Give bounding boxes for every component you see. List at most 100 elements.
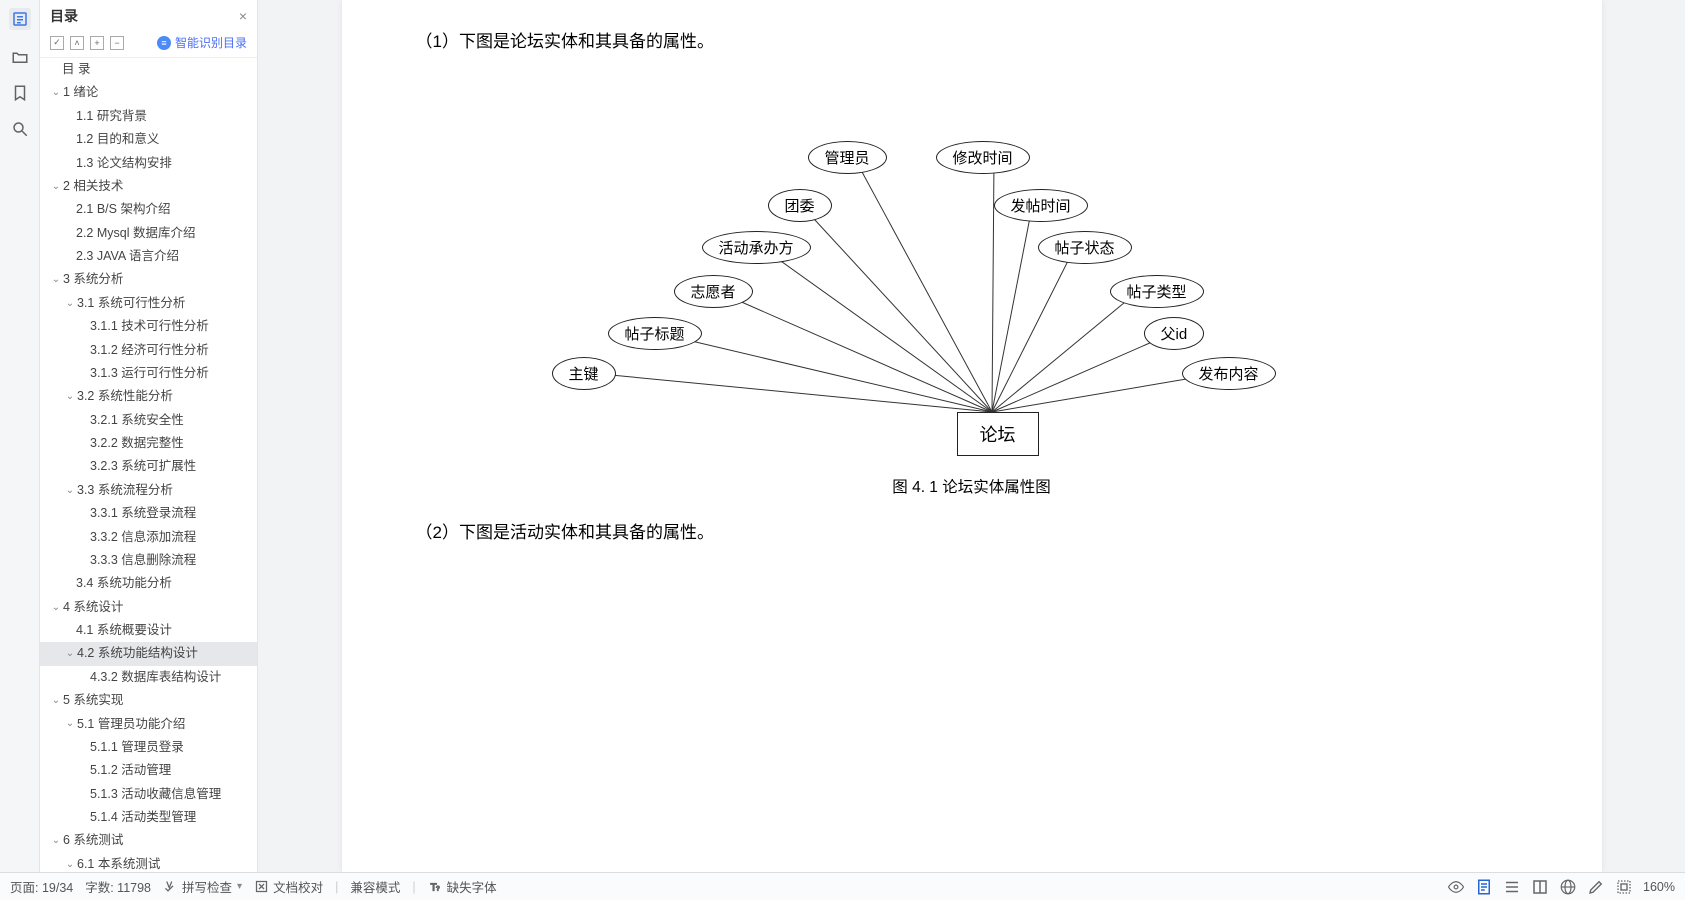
attribute-node: 发布内容 xyxy=(1182,357,1276,390)
toc-item-label: 5.1.4 活动类型管理 xyxy=(90,808,196,827)
toc-item-label: 3.2.1 系统安全性 xyxy=(90,411,184,430)
toc-item[interactable]: ⌄6.1 本系统测试 xyxy=(40,853,257,872)
chevron-down-icon[interactable]: ⌄ xyxy=(64,716,76,732)
smart-toc-button[interactable]: ≡ 智能识别目录 xyxy=(157,34,247,51)
chevron-down-icon[interactable]: ⌄ xyxy=(50,833,62,849)
collapse-up-icon[interactable]: ˄ xyxy=(70,36,84,50)
toc-item[interactable]: 4.1 系统概要设计 xyxy=(40,619,257,642)
toc-item[interactable]: 3.3.3 信息删除流程 xyxy=(40,549,257,572)
toc-item[interactable]: 3.1.2 经济可行性分析 xyxy=(40,339,257,362)
toc-item[interactable]: 3.2.1 系统安全性 xyxy=(40,409,257,432)
close-icon[interactable]: × xyxy=(239,8,247,24)
toc-item[interactable]: 目 录 xyxy=(40,58,257,81)
chevron-down-icon[interactable]: ⌄ xyxy=(64,857,76,872)
toc-item-label: 1.3 论文结构安排 xyxy=(76,154,172,173)
toc-item-label: 4.2 系统功能结构设计 xyxy=(77,644,198,663)
toc-item[interactable]: ⌄3 系统分析 xyxy=(40,268,257,291)
toc-item-label: 5.1.2 活动管理 xyxy=(90,761,171,780)
chevron-down-icon[interactable]: ⌄ xyxy=(50,693,62,709)
toc-item[interactable]: 3.2.2 数据完整性 xyxy=(40,432,257,455)
toc-item[interactable]: 1.2 目的和意义 xyxy=(40,128,257,151)
toc-item[interactable]: 3.1.3 运行可行性分析 xyxy=(40,362,257,385)
chevron-down-icon[interactable]: ⌄ xyxy=(50,85,62,101)
attribute-node: 帖子标题 xyxy=(608,317,702,350)
toc-item[interactable]: 5.1.3 活动收藏信息管理 xyxy=(40,783,257,806)
doc-compare-button[interactable]: 文档校对 xyxy=(254,877,323,896)
toc-item-label: 目 录 xyxy=(62,60,90,79)
fit-width-icon[interactable] xyxy=(1615,878,1633,896)
reading-view-icon[interactable] xyxy=(1531,878,1549,896)
toc-item[interactable]: 2.3 JAVA 语言介绍 xyxy=(40,245,257,268)
toc-item-label: 6 系统测试 xyxy=(63,831,123,850)
eye-icon[interactable] xyxy=(1447,878,1465,896)
toc-title: 目录 xyxy=(50,6,239,26)
collapse-minus-icon[interactable]: − xyxy=(110,36,124,50)
document-viewport[interactable]: （1）下图是论坛实体和其具备的属性。 主键帖子标题志愿者活动承办方团委管理员修改… xyxy=(258,0,1685,872)
toc-item[interactable]: 3.1.1 技术可行性分析 xyxy=(40,315,257,338)
chevron-down-icon[interactable]: ⌄ xyxy=(64,389,76,405)
expand-plus-icon[interactable]: + xyxy=(90,36,104,50)
toc-item[interactable]: 3.2.3 系统可扩展性 xyxy=(40,455,257,478)
doc-compare-label: 文档校对 xyxy=(273,877,323,896)
toc-item-label: 5 系统实现 xyxy=(63,691,123,710)
status-bar: 页面: 19/34 字数: 11798 拼写检查 ▾ 文档校对 | 兼容模式 |… xyxy=(0,872,1685,900)
toc-item-label: 3.3.1 系统登录流程 xyxy=(90,504,196,523)
compat-mode-label[interactable]: 兼容模式 xyxy=(350,877,400,896)
page-view-icon[interactable] xyxy=(1475,878,1493,896)
spellcheck-label: 拼写检查 xyxy=(182,877,232,896)
page-indicator[interactable]: 页面: 19/34 xyxy=(10,877,73,896)
toc-item[interactable]: ⌄4 系统设计 xyxy=(40,596,257,619)
toc-item[interactable]: 5.1.2 活动管理 xyxy=(40,759,257,782)
missing-font-label: 缺失字体 xyxy=(447,877,497,896)
attribute-node: 父id xyxy=(1144,317,1205,350)
toc-item[interactable]: 3.4 系统功能分析 xyxy=(40,572,257,595)
toc-item[interactable]: ⌄5.1 管理员功能介绍 xyxy=(40,713,257,736)
toc-item[interactable]: 3.3.1 系统登录流程 xyxy=(40,502,257,525)
toc-item[interactable]: ⌄5 系统实现 xyxy=(40,689,257,712)
figure-caption: 图 4. 1 论坛实体属性图 xyxy=(382,475,1562,497)
word-count[interactable]: 字数: 11798 xyxy=(85,877,151,896)
toc-item[interactable]: 1.3 论文结构安排 xyxy=(40,152,257,175)
chevron-down-icon[interactable]: ⌄ xyxy=(50,600,62,616)
toc-item[interactable]: ⌄3.1 系统可行性分析 xyxy=(40,292,257,315)
toc-item[interactable]: ⌄4.2 系统功能结构设计 xyxy=(40,642,257,665)
toc-item[interactable]: 2.2 Mysql 数据库介绍 xyxy=(40,222,257,245)
toc-item[interactable]: 3.3.2 信息添加流程 xyxy=(40,526,257,549)
draft-view-icon[interactable] xyxy=(1587,878,1605,896)
spellcheck-button[interactable]: 拼写检查 ▾ xyxy=(163,877,242,896)
chevron-down-icon[interactable]: ⌄ xyxy=(64,296,76,312)
check-box-icon[interactable]: ✓ xyxy=(50,36,64,50)
toc-item-label: 3.1.3 运行可行性分析 xyxy=(90,364,209,383)
toc-rail-icon[interactable] xyxy=(9,8,31,30)
outline-view-icon[interactable] xyxy=(1503,878,1521,896)
toc-item[interactable]: 1.1 研究背景 xyxy=(40,105,257,128)
chevron-down-icon[interactable]: ⌄ xyxy=(50,272,62,288)
web-view-icon[interactable] xyxy=(1559,878,1577,896)
toc-item[interactable]: 5.1.1 管理员登录 xyxy=(40,736,257,759)
main-area: 目录 × ✓ ˄ + − ≡ 智能识别目录 目 录⌄1 绪论1.1 研究背景1.… xyxy=(0,0,1685,872)
missing-font-button[interactable]: T? 缺失字体 xyxy=(428,877,497,896)
toc-item-label: 5.1.3 活动收藏信息管理 xyxy=(90,785,221,804)
doc-compare-icon xyxy=(254,879,269,894)
folder-rail-icon[interactable] xyxy=(11,48,29,66)
toc-item[interactable]: 2.1 B/S 架构介绍 xyxy=(40,198,257,221)
toc-item-label: 2 相关技术 xyxy=(63,177,123,196)
zoom-level[interactable]: 160% xyxy=(1643,880,1675,894)
attribute-node: 帖子状态 xyxy=(1038,231,1132,264)
toc-item[interactable]: ⌄6 系统测试 xyxy=(40,829,257,852)
toc-item[interactable]: ⌄2 相关技术 xyxy=(40,175,257,198)
chevron-down-icon[interactable]: ⌄ xyxy=(50,179,62,195)
toc-item[interactable]: ⌄1 绪论 xyxy=(40,81,257,104)
paragraph-2: （2）下图是活动实体和其具备的属性。 xyxy=(382,519,1562,548)
chevron-down-icon[interactable]: ⌄ xyxy=(64,646,76,662)
chevron-down-icon[interactable]: ⌄ xyxy=(64,483,76,499)
toc-item[interactable]: 4.3.2 数据库表结构设计 xyxy=(40,666,257,689)
toc-item[interactable]: ⌄3.2 系统性能分析 xyxy=(40,385,257,408)
search-rail-icon[interactable] xyxy=(11,120,29,138)
toc-item[interactable]: 5.1.4 活动类型管理 xyxy=(40,806,257,829)
toc-item-label: 5.1.1 管理员登录 xyxy=(90,738,184,757)
toc-item[interactable]: ⌄3.3 系统流程分析 xyxy=(40,479,257,502)
toc-list[interactable]: 目 录⌄1 绪论1.1 研究背景1.2 目的和意义1.3 论文结构安排⌄2 相关… xyxy=(40,58,257,872)
bookmark-rail-icon[interactable] xyxy=(11,84,29,102)
attribute-node: 修改时间 xyxy=(936,141,1030,174)
